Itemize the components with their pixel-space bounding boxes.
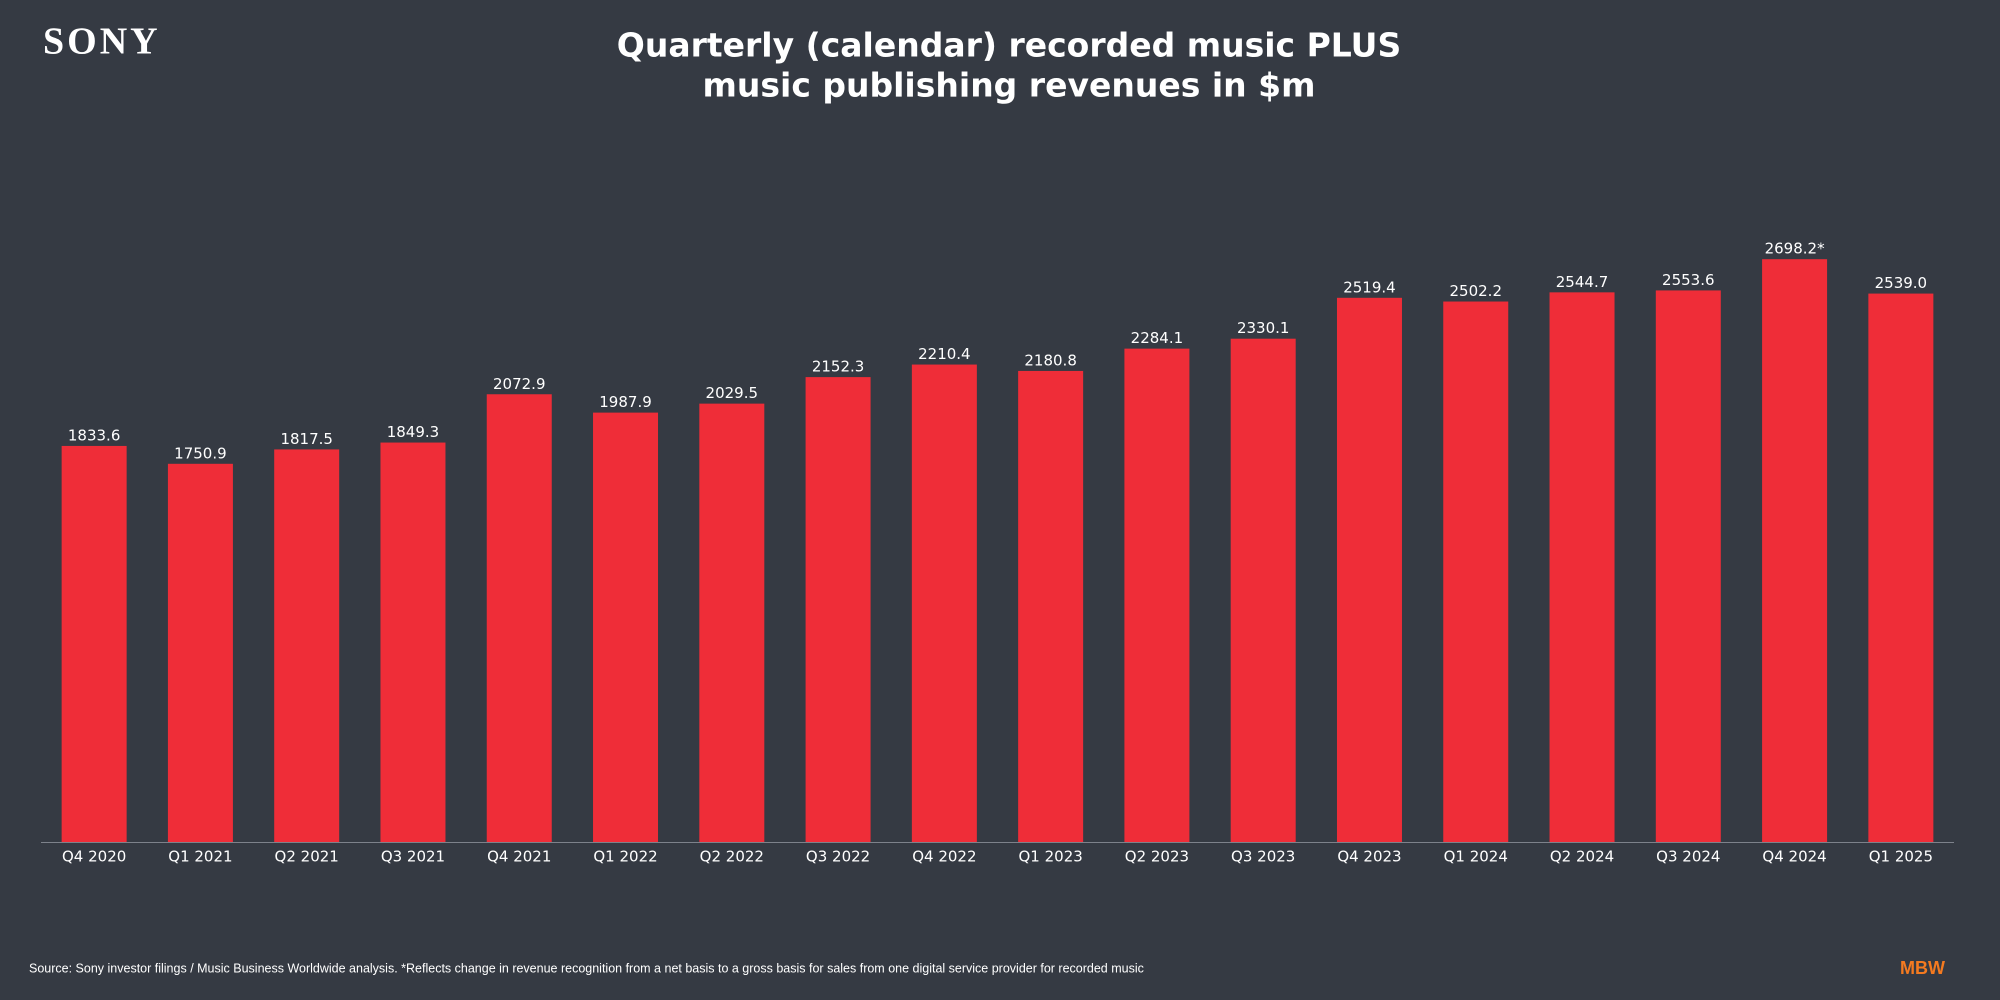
x-tick-label: Q3 2024 [1656,848,1720,866]
chart-title: music publishing revenues in $m [703,66,1316,105]
bar [593,412,659,842]
x-tick-label: Q2 2022 [700,848,764,866]
brand-logo: MBW [1900,958,1945,978]
value-label: 1833.6 [68,426,121,444]
bar [911,364,977,842]
x-tick-label: Q4 2022 [912,848,976,866]
value-label: 2502.2 [1450,282,1503,300]
x-tick-label: Q4 2021 [487,848,551,866]
value-label: 2180.8 [1024,351,1077,369]
x-tick-label: Q3 2022 [806,848,870,866]
x-tick-label: Q1 2023 [1018,848,1082,866]
x-tick-label: Q1 2025 [1869,848,1933,866]
value-label: 2519.4 [1343,278,1396,296]
value-label: 1750.9 [174,444,227,462]
source-note: Source: Sony investor filings / Music Bu… [29,961,1144,975]
bar [1018,370,1084,842]
value-label: 1817.5 [280,430,333,448]
value-label: 2698.2* [1765,240,1825,258]
bar [380,442,446,842]
chart-title: Quarterly (calendar) recorded music PLUS [617,26,1401,65]
value-label: 2539.0 [1875,274,1928,292]
bar [1762,259,1828,842]
x-tick-label: Q4 2024 [1762,848,1826,866]
value-label: 2072.9 [493,375,546,393]
value-label: 2544.7 [1556,273,1609,291]
value-label: 2284.1 [1131,329,1184,347]
bar [274,449,340,842]
bar [486,394,552,842]
value-label: 2210.4 [918,345,971,363]
x-tick-label: Q2 2024 [1550,848,1614,866]
x-tick-label: Q3 2021 [381,848,445,866]
logo: SONY [43,21,161,63]
bar [61,445,127,842]
bar [1868,293,1934,842]
bar [1336,297,1402,843]
bar [805,377,871,842]
value-label: 2029.5 [706,384,759,402]
bar [167,463,233,842]
x-tick-label: Q1 2024 [1444,848,1508,866]
bar [1655,290,1721,843]
value-label: 2553.6 [1662,271,1715,289]
x-tick-label: Q2 2023 [1125,848,1189,866]
x-tick-label: Q3 2023 [1231,848,1295,866]
x-tick-label: Q2 2021 [275,848,339,866]
bar [1549,292,1615,842]
bar [1443,301,1509,843]
value-label: 2152.3 [812,358,865,376]
x-tick-label: Q1 2022 [593,848,657,866]
bar [699,403,765,842]
x-tick-label: Q4 2020 [62,848,126,866]
bar [1124,348,1190,842]
value-label: 1987.9 [599,393,652,411]
x-tick-label: Q1 2021 [168,848,232,866]
bar [1230,338,1296,842]
x-tick-label: Q4 2023 [1337,848,1401,866]
value-label: 2330.1 [1237,319,1290,337]
value-label: 1849.3 [387,423,440,441]
